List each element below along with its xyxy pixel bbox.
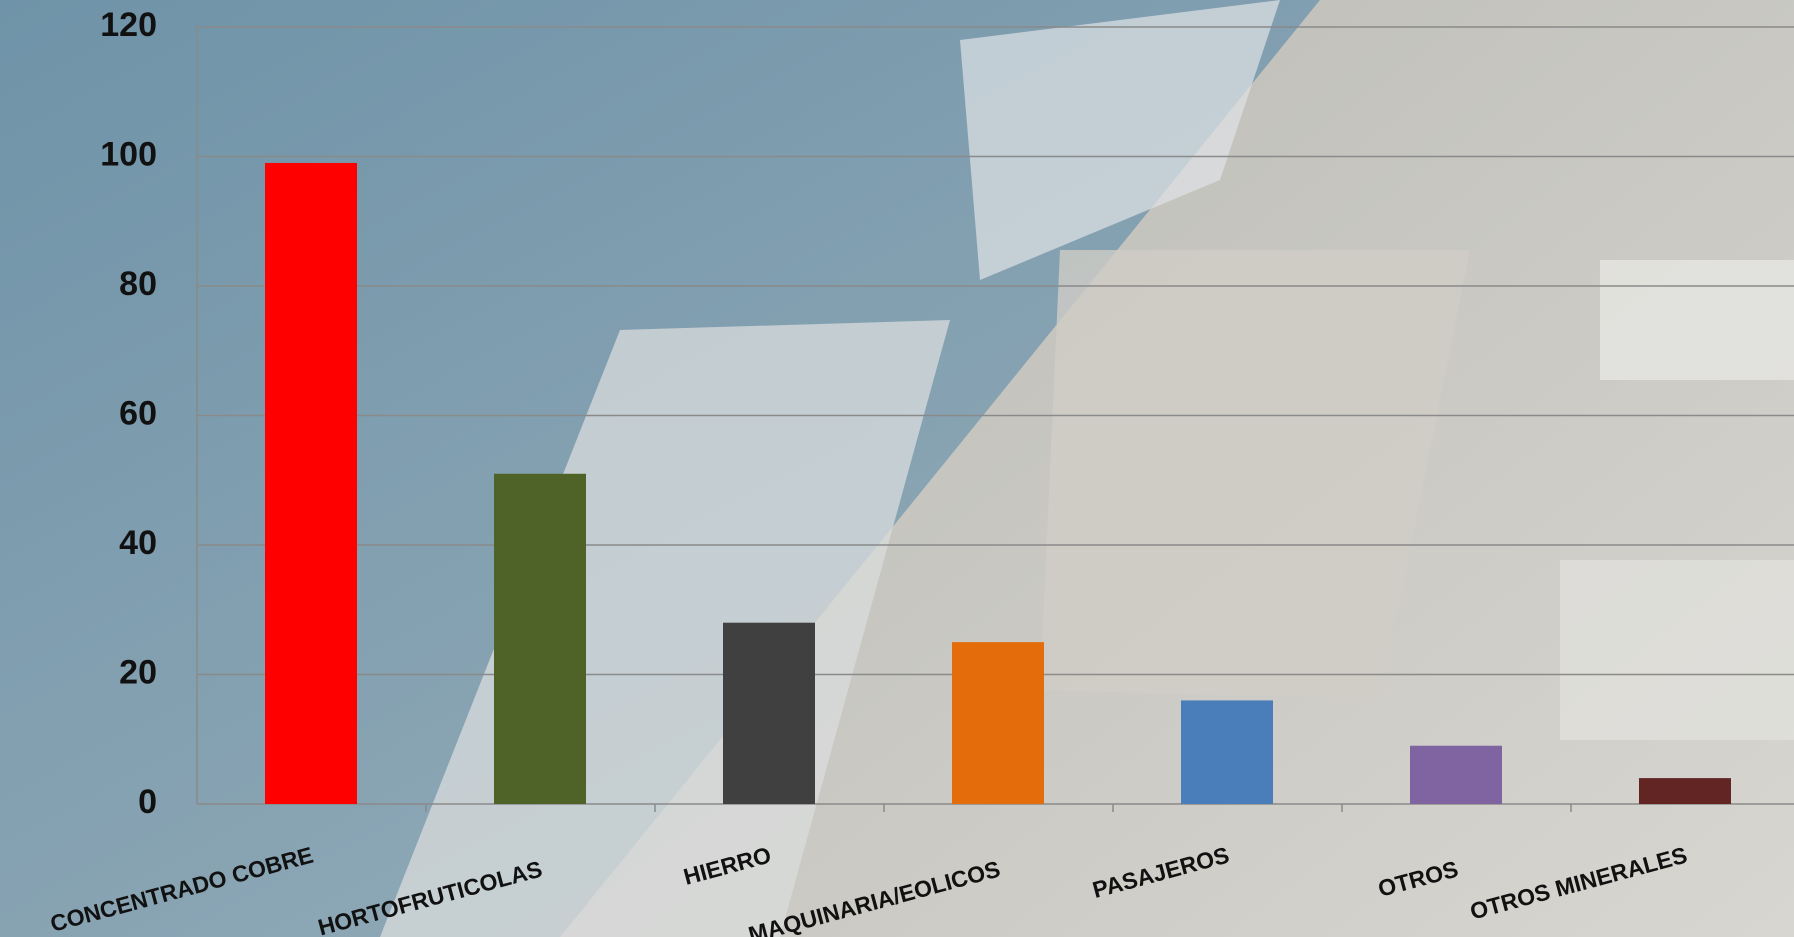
bar <box>1639 778 1731 804</box>
bar <box>265 162 357 805</box>
bar <box>494 473 586 804</box>
y-tick-label: 0 <box>138 783 157 821</box>
y-tick-label: 100 <box>100 135 157 173</box>
y-tick-label: 80 <box>119 265 157 303</box>
y-tick-label: 20 <box>119 653 157 691</box>
y-tick-label: 40 <box>119 524 157 562</box>
bar <box>723 622 815 804</box>
bar <box>1410 745 1502 804</box>
bar <box>1181 700 1273 804</box>
bar <box>952 642 1044 804</box>
y-tick-label: 120 <box>100 6 157 44</box>
y-tick-label: 60 <box>119 394 157 432</box>
